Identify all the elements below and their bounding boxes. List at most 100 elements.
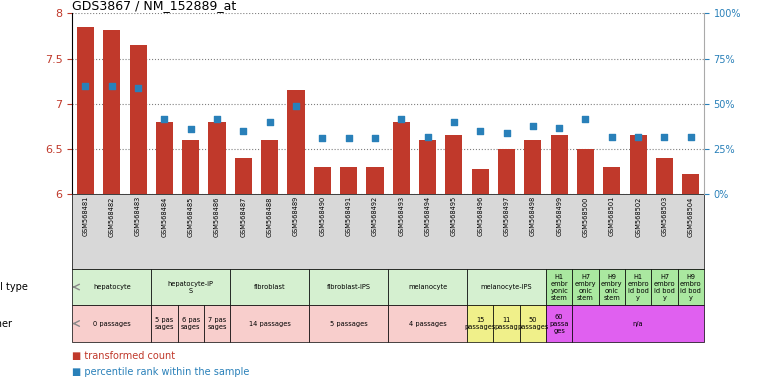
Text: GSM568497: GSM568497 bbox=[504, 196, 510, 237]
Bar bbox=[577, 149, 594, 194]
Text: melanocyte-IPS: melanocyte-IPS bbox=[481, 284, 533, 290]
Text: GSM568482: GSM568482 bbox=[109, 196, 115, 237]
Point bbox=[317, 135, 329, 141]
Text: H7
embry
onic
stem: H7 embry onic stem bbox=[575, 273, 597, 301]
Text: 5 pas
sages: 5 pas sages bbox=[154, 317, 174, 330]
Text: 11
passag: 11 passag bbox=[495, 317, 518, 330]
Bar bbox=[309, 305, 388, 342]
Text: other: other bbox=[0, 318, 12, 329]
Bar bbox=[445, 135, 463, 194]
Text: GSM568503: GSM568503 bbox=[661, 196, 667, 237]
Text: 15
passages: 15 passages bbox=[464, 317, 496, 330]
Bar bbox=[472, 169, 489, 194]
Point bbox=[158, 116, 170, 122]
Bar bbox=[625, 269, 651, 305]
Text: GSM568488: GSM568488 bbox=[266, 196, 272, 237]
Bar bbox=[72, 305, 151, 342]
Bar bbox=[599, 269, 625, 305]
Bar bbox=[520, 305, 546, 342]
Point bbox=[369, 135, 381, 141]
Point bbox=[290, 103, 302, 109]
Text: H1
embr
yonic
stem: H1 embr yonic stem bbox=[550, 273, 568, 301]
Bar bbox=[656, 158, 673, 194]
Bar bbox=[151, 269, 231, 305]
Bar bbox=[261, 140, 279, 194]
Text: GSM568489: GSM568489 bbox=[293, 196, 299, 237]
Text: 6 pas
sages: 6 pas sages bbox=[181, 317, 200, 330]
Text: GSM568486: GSM568486 bbox=[214, 196, 220, 237]
Bar bbox=[682, 174, 699, 194]
Text: GDS3867 / NM_152889_at: GDS3867 / NM_152889_at bbox=[72, 0, 237, 12]
Text: GSM568487: GSM568487 bbox=[240, 196, 247, 237]
Point bbox=[658, 134, 670, 140]
Point bbox=[632, 134, 645, 140]
Bar bbox=[603, 167, 620, 194]
Point bbox=[474, 127, 486, 134]
Bar bbox=[467, 269, 546, 305]
Text: GSM568501: GSM568501 bbox=[609, 196, 615, 237]
Text: 50
passages: 50 passages bbox=[517, 317, 549, 330]
Bar bbox=[572, 305, 704, 342]
Bar bbox=[151, 305, 177, 342]
Text: ■ percentile rank within the sample: ■ percentile rank within the sample bbox=[72, 367, 250, 377]
Bar bbox=[546, 305, 572, 342]
Bar bbox=[651, 269, 677, 305]
Point bbox=[579, 116, 591, 122]
Bar bbox=[551, 135, 568, 194]
Text: GSM568495: GSM568495 bbox=[451, 196, 457, 237]
Text: 7 pas
sages: 7 pas sages bbox=[207, 317, 227, 330]
Bar bbox=[388, 305, 467, 342]
Bar bbox=[204, 305, 231, 342]
Text: GSM568491: GSM568491 bbox=[345, 196, 352, 236]
Bar bbox=[493, 305, 520, 342]
Point bbox=[185, 126, 197, 132]
Bar bbox=[366, 167, 384, 194]
Bar bbox=[546, 269, 572, 305]
Bar bbox=[129, 45, 147, 194]
Text: 5 passages: 5 passages bbox=[330, 321, 368, 326]
Text: H7
embro
id bod
y: H7 embro id bod y bbox=[654, 273, 675, 301]
Point bbox=[553, 125, 565, 131]
Text: GSM568492: GSM568492 bbox=[372, 196, 378, 237]
Bar bbox=[103, 30, 120, 194]
Bar bbox=[72, 269, 151, 305]
Text: GSM568499: GSM568499 bbox=[556, 196, 562, 236]
Text: 14 passages: 14 passages bbox=[249, 321, 291, 326]
Bar bbox=[524, 140, 541, 194]
Point bbox=[527, 123, 539, 129]
Bar bbox=[314, 167, 331, 194]
Text: GSM568493: GSM568493 bbox=[398, 196, 404, 236]
Point bbox=[132, 85, 144, 91]
Point bbox=[501, 129, 513, 136]
Point bbox=[395, 116, 407, 122]
Point bbox=[447, 119, 460, 125]
Text: GSM568496: GSM568496 bbox=[477, 196, 483, 237]
Text: hepatocyte: hepatocyte bbox=[93, 284, 131, 290]
Text: H9
embry
onic
stem: H9 embry onic stem bbox=[601, 273, 622, 301]
Text: GSM568483: GSM568483 bbox=[135, 196, 141, 237]
Point bbox=[263, 119, 275, 125]
Text: GSM568502: GSM568502 bbox=[635, 196, 641, 237]
Text: H9
embro
id bod
y: H9 embro id bod y bbox=[680, 273, 702, 301]
Bar bbox=[388, 269, 467, 305]
Text: 0 passages: 0 passages bbox=[93, 321, 131, 326]
Text: GSM568500: GSM568500 bbox=[582, 196, 588, 237]
Text: GSM568498: GSM568498 bbox=[530, 196, 536, 237]
Text: 60
passa
ges: 60 passa ges bbox=[549, 313, 569, 334]
Text: cell type: cell type bbox=[0, 282, 28, 292]
Bar bbox=[288, 90, 304, 194]
Text: GSM568504: GSM568504 bbox=[688, 196, 694, 237]
Text: 4 passages: 4 passages bbox=[409, 321, 447, 326]
Bar bbox=[209, 122, 225, 194]
Text: n/a: n/a bbox=[633, 321, 644, 326]
Point bbox=[422, 134, 434, 140]
Bar bbox=[677, 269, 704, 305]
Point bbox=[79, 83, 91, 89]
Point bbox=[211, 116, 223, 122]
Bar bbox=[231, 305, 309, 342]
Bar bbox=[182, 140, 199, 194]
Bar bbox=[309, 269, 388, 305]
Point bbox=[342, 135, 355, 141]
Bar bbox=[498, 149, 515, 194]
Bar bbox=[572, 269, 599, 305]
